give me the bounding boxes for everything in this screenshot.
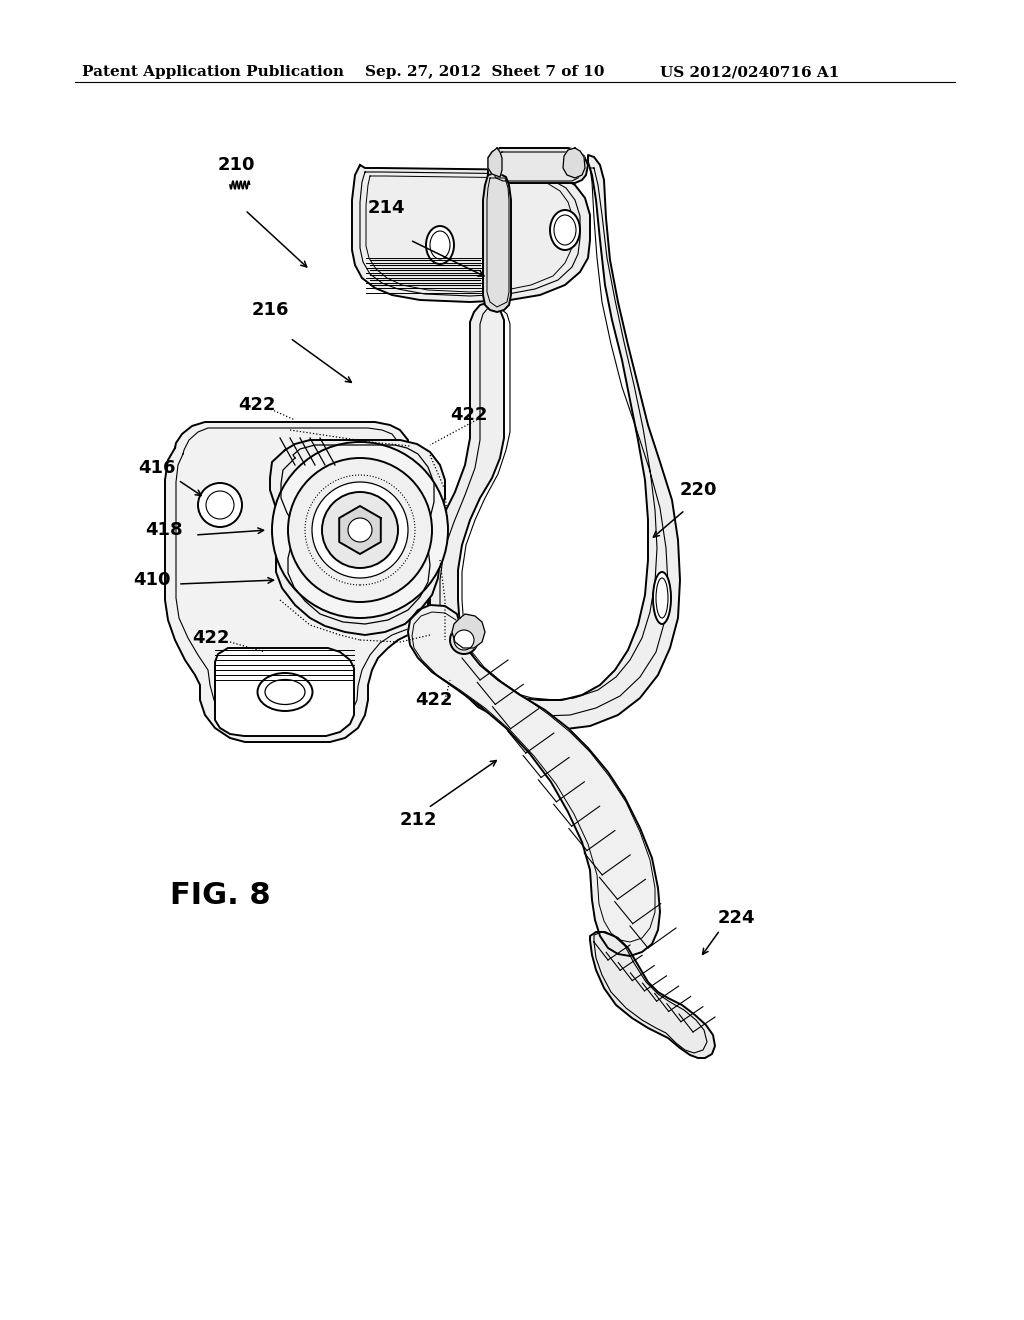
Text: FIG. 8: FIG. 8 <box>170 880 270 909</box>
Ellipse shape <box>426 226 454 264</box>
Polygon shape <box>488 148 588 183</box>
Polygon shape <box>270 440 445 635</box>
Text: Sep. 27, 2012  Sheet 7 of 10: Sep. 27, 2012 Sheet 7 of 10 <box>365 65 604 79</box>
Ellipse shape <box>656 578 668 618</box>
Text: 410: 410 <box>133 572 171 589</box>
Polygon shape <box>488 148 502 177</box>
Circle shape <box>312 482 408 578</box>
Circle shape <box>206 491 234 519</box>
Circle shape <box>454 630 474 649</box>
Text: US 2012/0240716 A1: US 2012/0240716 A1 <box>660 65 840 79</box>
Circle shape <box>288 458 432 602</box>
Ellipse shape <box>554 215 575 246</box>
Text: 220: 220 <box>680 480 718 499</box>
Text: 422: 422 <box>238 396 275 414</box>
Circle shape <box>450 626 478 653</box>
Polygon shape <box>590 932 715 1059</box>
Text: 422: 422 <box>193 630 229 647</box>
Ellipse shape <box>257 673 312 711</box>
Text: 416: 416 <box>138 459 175 477</box>
Text: Patent Application Publication: Patent Application Publication <box>82 65 344 79</box>
Circle shape <box>272 442 449 618</box>
Text: 216: 216 <box>252 301 290 319</box>
Ellipse shape <box>653 572 671 624</box>
Polygon shape <box>165 422 430 742</box>
Polygon shape <box>452 614 485 648</box>
Text: 214: 214 <box>368 199 406 216</box>
Text: 422: 422 <box>415 690 453 709</box>
Circle shape <box>322 492 398 568</box>
Polygon shape <box>215 648 354 737</box>
Circle shape <box>198 483 242 527</box>
Polygon shape <box>483 174 511 312</box>
Polygon shape <box>339 506 381 554</box>
Text: 210: 210 <box>218 156 256 174</box>
Polygon shape <box>428 154 680 730</box>
Ellipse shape <box>265 680 305 705</box>
Polygon shape <box>408 605 660 956</box>
Text: 418: 418 <box>145 521 182 539</box>
Text: 422: 422 <box>450 407 487 424</box>
Ellipse shape <box>550 210 580 249</box>
Text: 212: 212 <box>400 810 437 829</box>
Circle shape <box>348 517 372 543</box>
Text: 224: 224 <box>718 909 756 927</box>
Polygon shape <box>563 148 585 178</box>
Ellipse shape <box>430 231 450 259</box>
Polygon shape <box>352 165 590 302</box>
